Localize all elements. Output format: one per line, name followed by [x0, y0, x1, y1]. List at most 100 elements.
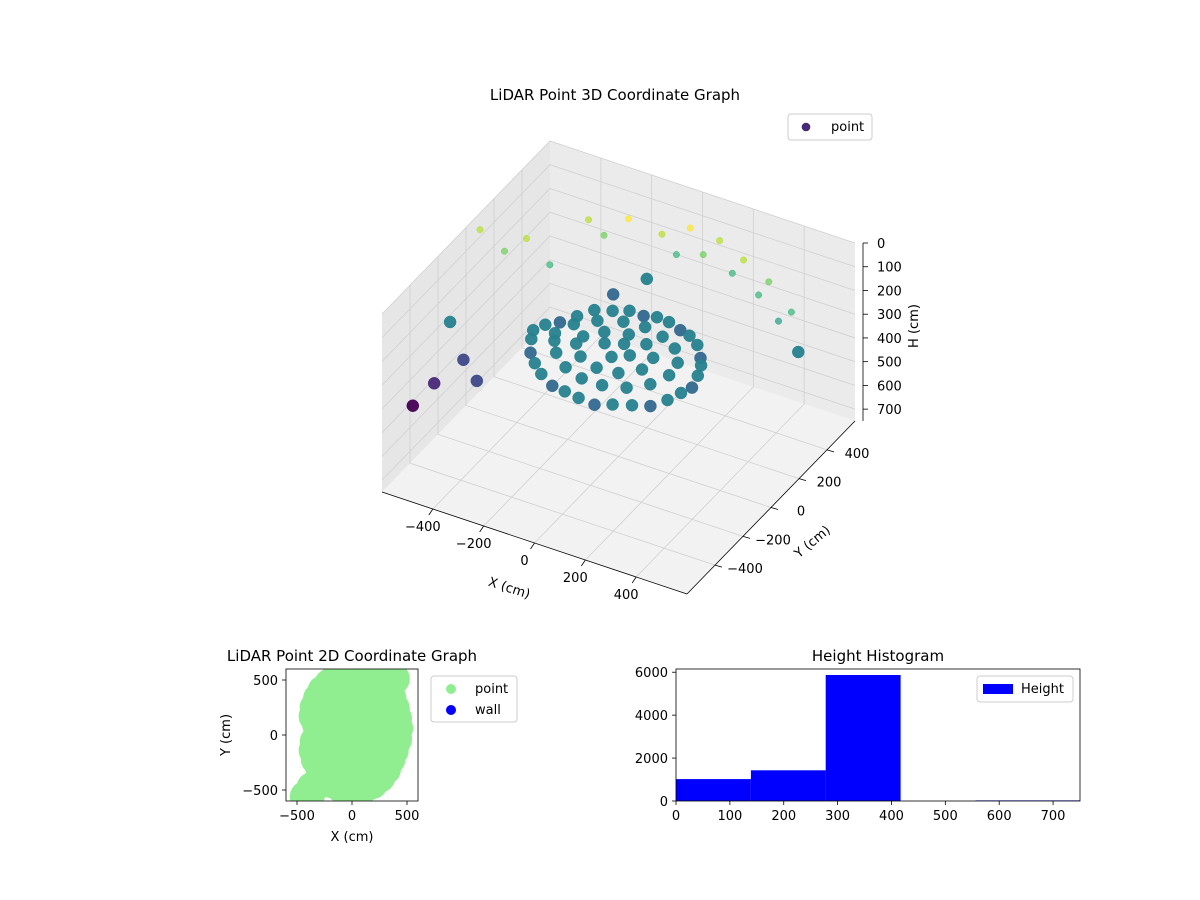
chart-2d-y-tick-label: 0: [270, 729, 278, 744]
chart-3d-point: [572, 391, 585, 405]
chart-3d-point: [792, 345, 805, 359]
chart-3d-gridline-z: [381, 259, 856, 433]
chart-3d-z-tick-label: 500: [877, 356, 902, 371]
chart-2d-legend-marker-point: [446, 684, 456, 694]
chart-3d-gridline-z: [381, 188, 856, 362]
chart-3d-point: [606, 398, 619, 411]
chart-3d-point: [598, 336, 611, 350]
histogram-y-tick-label: 2000: [635, 752, 668, 767]
chart-3d-point: [617, 337, 631, 351]
chart-2d-point: [308, 735, 341, 768]
chart-3d-legend-box: [787, 113, 873, 141]
chart-3d-point: [668, 342, 682, 355]
chart-3d-point: [476, 226, 484, 234]
chart-height-histogram: Height Histogram 0 100 200 300 400 500 600 7000…: [635, 647, 1081, 824]
chart-2d-legend: point wall: [430, 675, 518, 723]
chart-3d-gridline-z: [381, 164, 856, 339]
chart-3d-zlabel: H (cm): [907, 304, 922, 348]
chart-3d-scatter: LiDAR Point 3D Coordinate Graph −400 −200…: [381, 86, 922, 603]
chart-2d-point: [341, 763, 374, 795]
chart-3d-point: [600, 231, 608, 239]
chart-3d-z-tick-label: 100: [877, 261, 902, 276]
chart-3d-y-tick-label: 0: [797, 505, 805, 520]
histogram-ticks: 0 100 200 300 400 500 600 700 0 2000 4000 6000: [635, 666, 1066, 824]
chart-3d-point: [765, 278, 773, 286]
chart-3d-point: [671, 356, 684, 370]
chart-3d-point: [567, 317, 581, 331]
histogram-bars: [676, 675, 1080, 801]
chart-3d-gridline-y: [437, 256, 744, 537]
histogram-legend-swatch: [983, 684, 1013, 694]
chart-3d-point: [605, 350, 618, 364]
chart-3d-point: [548, 334, 561, 347]
chart-3d-gridline-y: [521, 169, 828, 451]
chart-3d-x-tick-label: −400: [405, 520, 441, 535]
histogram-legend-label: Height: [1021, 682, 1064, 697]
chart-2d-point: [289, 780, 322, 801]
chart-2d-x-tick-label: 0: [348, 809, 356, 824]
chart-3d-point: [524, 346, 537, 359]
chart-3d-z-tick-label: 600: [877, 379, 902, 394]
chart-3d-y-tick-label: 200: [817, 476, 842, 491]
chart-3d-y-tick-mark: [798, 478, 807, 482]
chart-3d-x-tick-label: 200: [563, 571, 588, 586]
chart-3d-point: [674, 323, 687, 337]
chart-3d-point: [612, 366, 625, 380]
histogram-legend: Height: [976, 675, 1074, 703]
chart-3d-gridline-z: [381, 140, 856, 315]
chart-3d-point: [588, 398, 601, 411]
chart-3d-title: LiDAR Point 3D Coordinate Graph: [490, 86, 740, 104]
histogram-x-tick-label: 600: [987, 809, 1012, 824]
chart-3d-point: [755, 291, 763, 299]
chart-3d-points: [406, 215, 805, 413]
histogram-bar: [750, 770, 826, 801]
chart-3d-z-tick-label: 0: [877, 237, 885, 252]
chart-3d-point: [606, 304, 619, 318]
chart-3d-legend: point: [787, 113, 873, 141]
chart-3d-y-tick-label: 400: [845, 447, 870, 462]
chart-2d-point: [363, 741, 396, 773]
chart-3d-point: [457, 353, 470, 367]
chart-3d-point: [546, 261, 554, 269]
chart-3d-z-tick-label: 400: [877, 332, 902, 347]
chart-2d-points: [289, 669, 414, 801]
chart-3d-point: [623, 304, 636, 318]
histogram-y-tick-label: 4000: [635, 709, 668, 724]
chart-3d-point: [523, 235, 530, 242]
chart-2d-ylabel: Y (cm): [219, 714, 234, 757]
histogram-bar: [676, 779, 751, 801]
chart-3d-point: [539, 318, 552, 331]
chart-3d-point: [640, 337, 653, 351]
chart-3d-point: [617, 315, 630, 328]
chart-3d-point: [674, 386, 688, 400]
chart-3d-gridline-y: [493, 198, 800, 480]
chart-3d-point: [558, 385, 572, 398]
chart-2d-point: [377, 669, 410, 695]
chart-3d-y-tick-label: −400: [727, 562, 763, 577]
chart-3d-point: [595, 378, 609, 392]
chart-3d-point: [775, 317, 782, 325]
chart-3d-z-tick-label: 300: [877, 308, 902, 323]
chart-3d-point: [525, 332, 538, 346]
chart-3d-point: [606, 288, 620, 301]
histogram-y-tick-label: 6000: [635, 666, 668, 681]
histogram-x-tick-label: 400: [879, 809, 904, 824]
histogram-x-tick-label: 200: [771, 809, 796, 824]
chart-2d-y-tick-label: −500: [242, 784, 278, 799]
chart-3d-legend-label: point: [831, 120, 864, 135]
chart-3d-gridline-z: [381, 211, 856, 386]
chart-2d-legend-label-wall: wall: [475, 703, 501, 718]
chart-3d-point: [787, 308, 795, 316]
chart-3d-point: [691, 338, 704, 352]
histogram-legend-box: [976, 675, 1074, 703]
chart-3d-ylabel: Y (cm): [791, 523, 834, 562]
chart-3d-point: [644, 399, 657, 413]
chart-2d-x-tick-label: −500: [279, 809, 315, 824]
chart-3d-y-tick-mark: [826, 449, 835, 453]
histogram-y-tick-label: 0: [660, 795, 668, 810]
chart-2d-xlabel: X (cm): [331, 830, 374, 845]
chart-3d-x-tick-label: 400: [614, 588, 639, 603]
chart-3d-point: [443, 315, 457, 329]
chart-3d-point: [683, 329, 696, 342]
